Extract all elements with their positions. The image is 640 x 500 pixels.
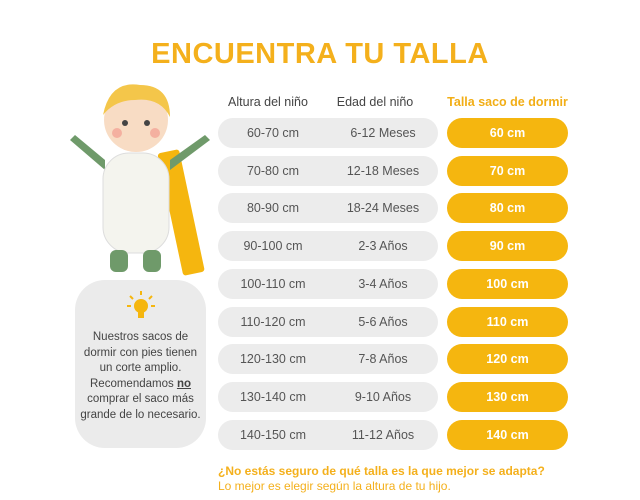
tip-text: Nuestros sacos de dormir con pies tienen… [80, 331, 201, 421]
height-cell: 70-80 cm [246, 163, 300, 178]
header-size: Talla saco de dormir [447, 95, 568, 109]
height-cell: 110-120 cm [240, 314, 306, 329]
table-row: 80-90 cm 18-24 Meses 80 cm [218, 193, 570, 224]
height-cell: 60-70 cm [246, 126, 300, 140]
row-pill [218, 268, 438, 299]
age-cell: 12-18 Meses [346, 163, 420, 178]
height-cell: 90-100 cm [243, 239, 303, 254]
table-row: 90-100 cm 2-3 Años 90 cm [218, 231, 570, 262]
size-badge: 70 cm [447, 155, 568, 186]
size-badge: 100 cm [447, 268, 568, 299]
height-cell: 120-130 cm [239, 352, 306, 367]
row-pill [218, 118, 438, 148]
size-badge: 80 cm [447, 193, 568, 224]
footer-question: ¿No estás seguro de qué talla es la que … [218, 464, 545, 478]
header-height: Altura del niño [228, 95, 308, 109]
age-cell: 7-8 Años [358, 352, 408, 367]
size-badge: 120 cm [447, 344, 568, 375]
row-pill [218, 306, 438, 337]
size-badge: 90 cm [447, 231, 568, 262]
row-pill [218, 231, 438, 262]
size-badge: 60 cm [447, 118, 568, 148]
table-row: 140-150 cm 11-12 Años 140 cm [218, 419, 570, 450]
age-cell: 11-12 Años [351, 427, 415, 442]
height-cell: 140-150 cm [239, 427, 306, 442]
age-cell: 3-4 Años [358, 276, 408, 291]
row-pill [218, 419, 438, 450]
height-cell: 80-90 cm [246, 201, 300, 216]
table-row: 70-80 cm 12-18 Meses 70 cm [218, 155, 570, 186]
table-row: 120-130 cm 7-8 Años 120 cm [218, 344, 570, 375]
size-badge: 140 cm [447, 419, 568, 450]
row-pill [218, 344, 438, 375]
page-title: ENCUENTRA TU TALLA [151, 38, 489, 70]
header-age: Edad del niño [336, 95, 414, 109]
tip-card: Nuestros sacos de dormir con pies tienen… [75, 280, 206, 448]
lightbulb-icon [127, 291, 155, 318]
child-illustration [70, 84, 210, 276]
row-pill [218, 155, 438, 186]
age-cell: 5-6 Años [358, 314, 408, 329]
table-row: 60-70 cm 6-12 Meses 60 cm [218, 118, 570, 148]
height-cell: 100-110 cm [240, 276, 306, 291]
age-cell: 9-10 Años [354, 389, 412, 404]
table-row: 100-110 cm 3-4 Años 100 cm [218, 268, 570, 299]
age-cell: 18-24 Meses [346, 201, 420, 216]
row-pill [218, 381, 438, 412]
table-row: 130-140 cm 9-10 Años 130 cm [218, 381, 570, 412]
age-cell: 6-12 Meses [350, 126, 416, 140]
row-pill [218, 193, 438, 224]
size-badge: 110 cm [447, 306, 568, 337]
table-row: 110-120 cm 5-6 Años 110 cm [218, 306, 570, 337]
size-badge: 130 cm [447, 381, 568, 412]
footer-answer: Lo mejor es elegir según la altura de tu… [218, 479, 451, 493]
height-cell: 130-140 cm [239, 389, 306, 404]
age-cell: 2-3 Años [358, 239, 408, 254]
